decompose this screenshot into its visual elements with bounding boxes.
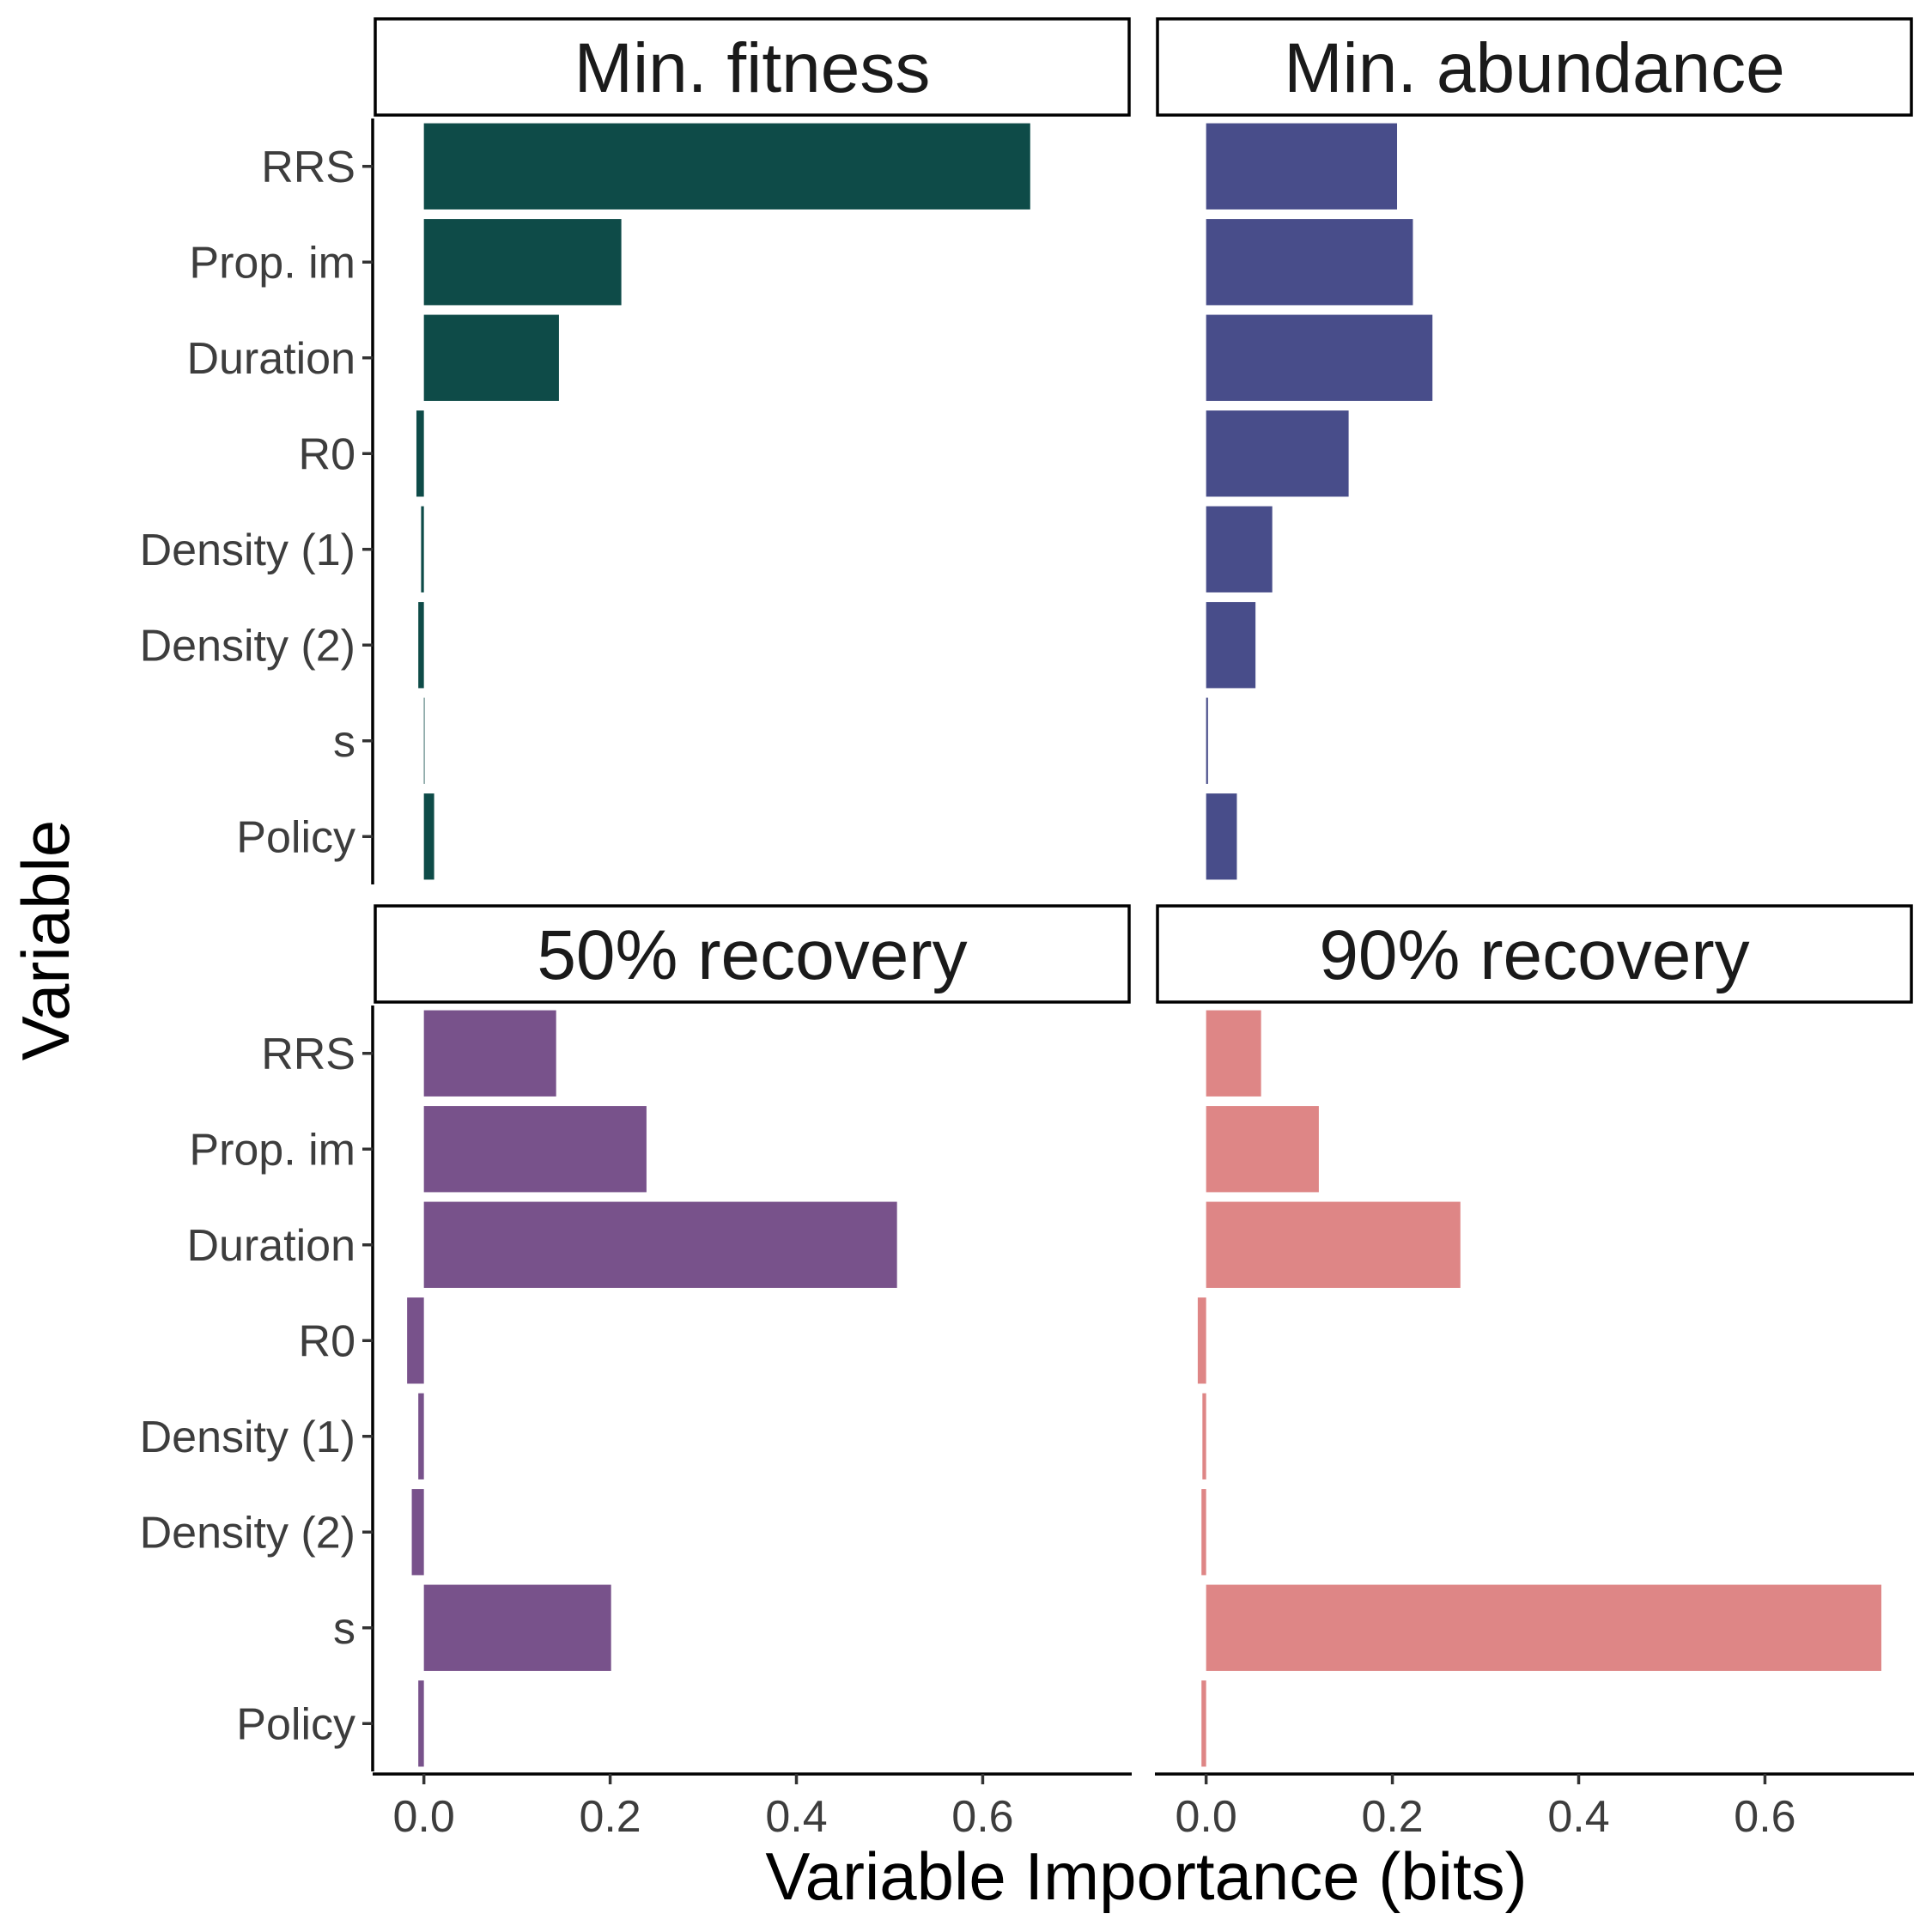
y-tick-label: Policy: [236, 1699, 355, 1749]
bar-duration: [423, 1201, 897, 1288]
bar-density-2: [1206, 602, 1256, 689]
bar-density-2: [418, 602, 424, 689]
bar-density-1: [1206, 506, 1273, 592]
x-tick-label: 0.6: [951, 1792, 1013, 1842]
bar-density-1: [421, 506, 424, 592]
panel-strip: [374, 904, 1131, 1004]
panel-title: Min. abundance: [1284, 29, 1785, 107]
bar-r0: [407, 1297, 424, 1384]
y-tick-label: Duration: [186, 1221, 355, 1271]
bar-rrs: [423, 1010, 556, 1097]
y-tick-label: Density (2): [140, 621, 355, 671]
panel-50-recovery: 50% recovery RRS Prop. im Duration R0 Density…: [140, 904, 1131, 1771]
bar-prop-im: [423, 1106, 647, 1193]
bar-s: [423, 697, 425, 784]
bar-rrs: [423, 123, 1030, 210]
y-tick-label: RRS: [261, 143, 355, 192]
bar-prop-im: [1206, 1106, 1319, 1193]
panel-strip: [1156, 904, 1913, 1004]
panel-title: Min. fitness: [574, 29, 931, 107]
bar-rrs: [1206, 123, 1398, 210]
panel-strip: [374, 17, 1131, 117]
x-axis-title: Variable Importance (bits): [765, 1838, 1527, 1914]
x-tick-label: 0.2: [1361, 1792, 1423, 1842]
x-tick-label: 0.6: [1734, 1792, 1795, 1842]
panel-min-abundance: Min. abundance: [1156, 17, 1913, 880]
y-tick-label: Density (1): [140, 1413, 355, 1462]
bar-density-2: [411, 1489, 424, 1576]
x-axes-layer: 0.0 0.2 0.4 0.6 0.0 0.2 0.4 0.6: [373, 1772, 1914, 1842]
bar-density-1: [1202, 1393, 1206, 1479]
bar-s: [423, 1584, 611, 1671]
x-tick-label: 0.0: [1176, 1792, 1237, 1842]
y-tick-label: Density (1): [140, 526, 355, 575]
panel-strip: [1156, 17, 1913, 117]
bar-s: [1206, 697, 1208, 784]
y-tick-label: RRS: [261, 1030, 355, 1079]
y-tick-label: Duration: [186, 334, 355, 384]
y-tick-label: R0: [299, 1316, 355, 1366]
bar-duration: [1206, 1201, 1461, 1288]
bar-prop-im: [1206, 219, 1413, 306]
bar-r0: [1206, 410, 1349, 497]
bar-duration: [1206, 314, 1433, 401]
panel-90-recovery: 90% recovery: [1156, 904, 1913, 1767]
y-tick-label: s: [333, 717, 355, 767]
y-tick-label: R0: [299, 429, 355, 479]
bar-density-1: [418, 1393, 424, 1479]
y-tick-label: Policy: [236, 812, 355, 862]
panel-title: 50% recovery: [537, 916, 967, 994]
bar-prop-im: [423, 219, 622, 306]
panel-min-fitness: Min. fitness RRS Prop. im Duration R0 Density…: [140, 17, 1131, 884]
y-tick-label: Prop. im: [189, 1125, 355, 1175]
bar-r0: [416, 410, 424, 497]
y-tick-label: Prop. im: [189, 238, 355, 288]
x-tick-label: 0.4: [1547, 1792, 1609, 1842]
y-axis-title: Variable: [8, 820, 83, 1060]
bar-policy: [1201, 1680, 1206, 1767]
panels-layer: Min. fitness RRS Prop. im Duration R0 Density…: [140, 17, 1913, 1771]
bar-s: [1206, 1584, 1882, 1671]
bar-policy: [1206, 793, 1237, 880]
bar-duration: [423, 314, 559, 401]
bar-rrs: [1206, 1010, 1261, 1097]
y-tick-label: s: [333, 1604, 355, 1654]
panel-title: 90% recovery: [1319, 916, 1749, 994]
bar-density-2: [1201, 1489, 1206, 1576]
bar-policy: [418, 1680, 424, 1767]
bar-policy: [423, 793, 434, 880]
x-tick-label: 0.2: [579, 1792, 641, 1842]
y-tick-label: Density (2): [140, 1508, 355, 1558]
x-tick-label: 0.0: [393, 1792, 455, 1842]
x-tick-label: 0.4: [765, 1792, 827, 1842]
bar-r0: [1197, 1297, 1206, 1384]
